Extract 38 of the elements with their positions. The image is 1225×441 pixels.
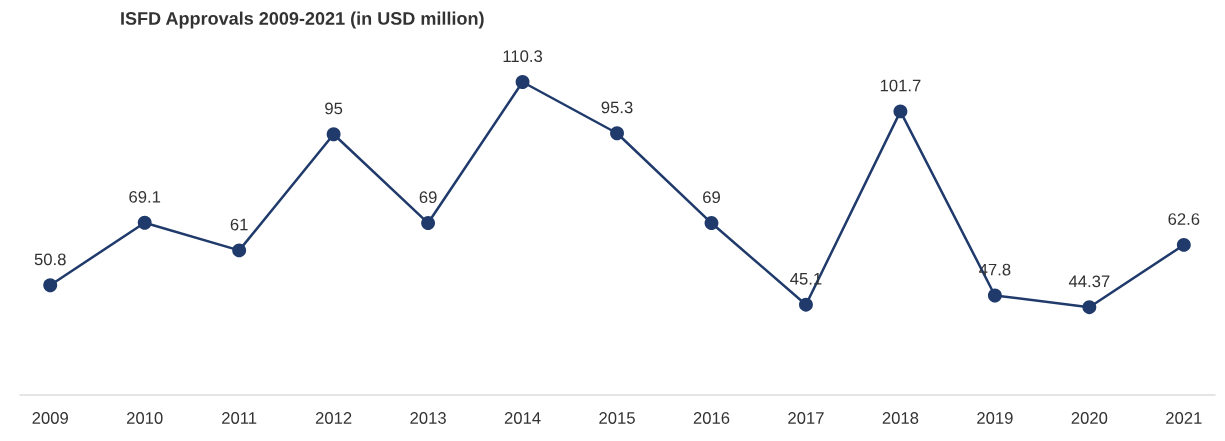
x-tick-label: 2013 bbox=[410, 412, 446, 424]
data-label: 69.1 bbox=[129, 190, 161, 203]
x-tick-label: 2019 bbox=[977, 412, 1013, 424]
data-label: 62.6 bbox=[1168, 213, 1200, 225]
x-tick-label: 2014 bbox=[504, 412, 541, 424]
data-label: 69 bbox=[703, 191, 720, 204]
x-tick-label: 2010 bbox=[127, 412, 163, 424]
data-label: 69 bbox=[419, 191, 437, 204]
x-tick-label: 2020 bbox=[1071, 412, 1108, 424]
point bbox=[987, 288, 1002, 303]
data-label: 50.8 bbox=[34, 253, 66, 266]
point bbox=[704, 216, 719, 231]
x-tick-label: 2011 bbox=[222, 412, 257, 424]
point bbox=[421, 216, 436, 231]
data-label: 95 bbox=[325, 102, 343, 115]
point bbox=[893, 104, 908, 119]
data-label: 101.7 bbox=[880, 79, 921, 92]
x-tick-label: 2021 bbox=[1166, 412, 1202, 424]
x-tick-label: 2015 bbox=[599, 412, 635, 424]
point bbox=[515, 75, 530, 89]
x-tick-label: 2018 bbox=[882, 412, 919, 424]
x-tick-label: 2012 bbox=[315, 412, 352, 424]
point bbox=[610, 126, 624, 141]
x-tick-label: 2009 bbox=[32, 412, 68, 424]
point bbox=[43, 278, 58, 293]
point bbox=[326, 127, 341, 142]
x-tick-label: 2016 bbox=[693, 412, 730, 424]
data-label: 44.37 bbox=[1068, 275, 1110, 288]
point bbox=[799, 297, 813, 312]
point bbox=[137, 215, 152, 230]
data-label: 61 bbox=[230, 218, 248, 231]
data-label: 110.3 bbox=[503, 50, 543, 63]
point bbox=[1082, 300, 1097, 315]
chart-title: ISFD Approvals 2009-2021 (in USD million) bbox=[121, 11, 484, 29]
point bbox=[232, 243, 247, 258]
data-label: 95.3 bbox=[601, 101, 633, 114]
point bbox=[1176, 237, 1191, 252]
x-tick-label: 2017 bbox=[788, 412, 824, 424]
